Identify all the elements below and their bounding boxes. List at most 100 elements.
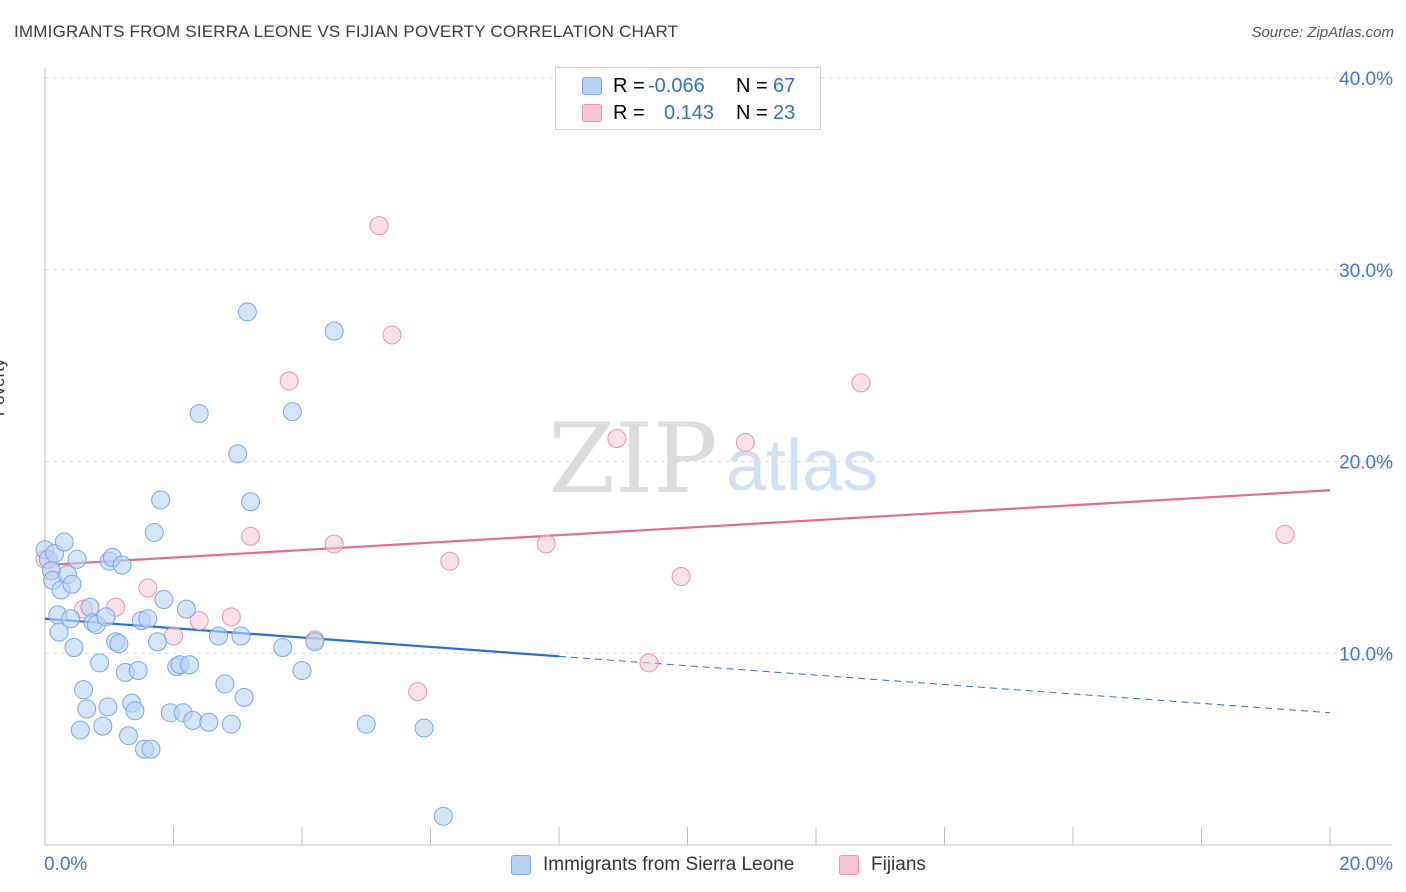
series-legend-1: Immigrants from Sierra Leone [511,852,794,878]
data-point-sierra-leone [96,607,116,627]
data-point-sierra-leone [138,609,158,629]
data-point-sierra-leone [128,661,148,681]
data-point-sierra-leone [93,716,113,736]
legend-n-value-1: 67 [773,75,796,97]
data-point-sierra-leone [77,699,97,719]
data-point-fijians [369,216,389,236]
data-point-sierra-leone [199,712,219,732]
data-point-sierra-leone [215,674,235,694]
data-point-sierra-leone [154,590,174,610]
legend-n-label-1: N = [736,75,768,97]
data-point-sierra-leone [70,720,90,740]
data-point-sierra-leone [189,404,209,424]
data-point-sierra-leone [144,522,164,542]
legend-r-label-2: R = [613,102,645,124]
data-point-fijians [536,534,556,554]
data-point-sierra-leone [292,661,312,681]
data-point-sierra-leone [228,444,248,464]
legend-n-value-2: 23 [773,102,796,124]
data-point-sierra-leone [61,609,81,629]
data-point-fijians [221,607,241,627]
data-point-sierra-leone [234,687,254,707]
trend-lines [44,489,1331,714]
data-point-fijians [440,551,460,571]
grid-layer [45,77,1392,654]
correlation-legend: R = -0.066 N = 67 R = 0.143 N = 23 [555,67,821,130]
data-point-sierra-leone [49,622,69,642]
data-point-sierra-leone [119,726,139,746]
tick-labels: 10.0% 20.0% 30.0% 40.0% 0.0% 20.0% [44,69,1393,875]
points-layer [35,216,1295,826]
trend-line-sierra-leone-extrapolated [558,655,1331,714]
trend-line-sierra-leone [44,617,560,658]
series-label-2: Fijians [871,854,926,875]
source-label: Source: ZipAtlas.com [1251,24,1394,41]
data-point-sierra-leone [80,597,100,617]
series-swatch-pink [839,855,859,875]
data-point-sierra-leone [282,402,302,422]
series-swatch-blue [511,855,531,875]
data-point-sierra-leone [90,653,110,673]
data-point-sierra-leone [180,655,200,675]
data-point-sierra-leone [176,599,196,619]
legend-swatch-pink [582,104,602,122]
data-point-fijians [164,626,183,646]
data-point-fijians [671,567,691,587]
data-point-sierra-leone [54,532,74,552]
legend-n-label-2: N = [736,102,768,124]
legend-r-value-1: -0.066 [648,75,705,97]
axis-layer [44,68,1392,846]
data-point-sierra-leone [241,492,261,512]
data-point-fijians [138,578,158,598]
legend-r-value-2: 0.143 [664,102,715,124]
data-point-sierra-leone [221,714,241,734]
data-point-sierra-leone [237,302,257,322]
data-point-fijians [382,325,402,345]
data-point-fijians [607,428,627,448]
data-point-sierra-leone [356,714,376,734]
series-legend-2: Fijians [839,852,926,878]
data-point-fijians [324,534,344,554]
y-tick-label: 30.0% [1339,261,1393,282]
data-point-sierra-leone [147,632,167,652]
data-point-sierra-leone [305,632,325,652]
x-tick-label: 0.0% [44,854,87,875]
data-point-fijians [189,611,209,631]
data-point-sierra-leone [62,574,82,594]
data-point-fijians [1275,524,1295,544]
data-point-sierra-leone [125,701,145,721]
legend-r-label-1: R = [613,75,645,97]
x-tick-label: 20.0% [1339,854,1393,875]
data-point-sierra-leone [151,490,171,510]
data-point-fijians [851,373,871,393]
watermark-zip: ZIP [548,403,717,515]
data-point-sierra-leone [112,555,132,575]
series-label-1: Immigrants from Sierra Leone [543,854,795,875]
y-tick-label: 10.0% [1339,644,1393,665]
data-point-sierra-leone [98,697,118,717]
data-point-sierra-leone [74,680,94,700]
trend-line-fijians [44,489,1331,567]
data-point-fijians [408,682,428,702]
data-point-sierra-leone [414,718,434,738]
data-point-sierra-leone [109,634,129,654]
data-point-sierra-leone [183,710,203,730]
y-tick-label: 40.0% [1339,69,1393,90]
data-point-fijians [639,653,659,673]
data-point-sierra-leone [231,626,251,646]
data-point-sierra-leone [433,806,453,826]
watermark: ZIP atlas [548,403,878,515]
data-point-sierra-leone [67,549,87,569]
data-point-sierra-leone [208,626,228,646]
data-point-fijians [279,371,299,391]
data-point-fijians [241,526,261,546]
data-point-sierra-leone [141,739,161,759]
data-point-sierra-leone [273,637,293,657]
data-point-sierra-leone [324,321,344,341]
data-point-sierra-leone [64,637,84,657]
y-tick-label: 20.0% [1339,453,1393,474]
chart-title: IMMIGRANTS FROM SIERRA LEONE VS FIJIAN P… [14,22,679,41]
legend-swatch-blue [582,77,602,95]
data-point-fijians [735,432,755,452]
